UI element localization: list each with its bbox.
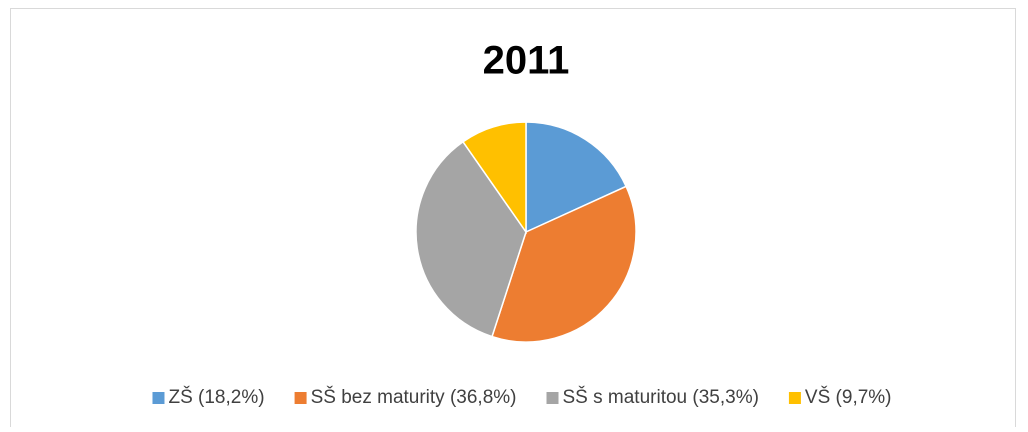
- legend-label: SŠ s maturitou (35,3%): [563, 386, 759, 408]
- pie-slice: [461, 121, 527, 235]
- legend-label: VŠ (9,7%): [805, 386, 892, 408]
- legend-swatch: [152, 392, 165, 404]
- legend-label: ZŠ (18,2%): [168, 386, 264, 408]
- pie-slice: [525, 121, 628, 234]
- legend-label: SŠ bez maturity (36,8%): [311, 386, 517, 408]
- chart-title: 2011: [483, 39, 570, 83]
- legend-swatch: [788, 392, 801, 404]
- pie-slice: [415, 140, 527, 338]
- legend-swatch: [546, 392, 559, 404]
- legend-swatch: [294, 392, 307, 404]
- pie-slice: [491, 185, 637, 343]
